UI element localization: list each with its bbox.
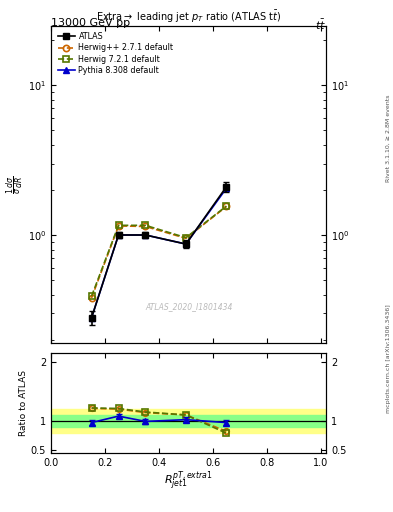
Bar — [51, 409, 326, 433]
Y-axis label: $\frac{1}{\sigma}\frac{d\sigma}{dR}$: $\frac{1}{\sigma}\frac{d\sigma}{dR}$ — [5, 175, 26, 194]
Text: $t\bar{t}$: $t\bar{t}$ — [315, 18, 326, 32]
Text: Rivet 3.1.10, ≥ 2.8M events: Rivet 3.1.10, ≥ 2.8M events — [386, 95, 391, 182]
X-axis label: $R_{jet1}^{pT,extra1}$: $R_{jet1}^{pT,extra1}$ — [164, 470, 213, 493]
Legend: ATLAS, Herwig++ 2.7.1 default, Herwig 7.2.1 default, Pythia 8.308 default: ATLAS, Herwig++ 2.7.1 default, Herwig 7.… — [55, 30, 176, 78]
Bar — [51, 415, 326, 426]
Title: Extra$\to$ leading jet $p_T$ ratio (ATLAS t$\bar{t}$): Extra$\to$ leading jet $p_T$ ratio (ATLA… — [96, 9, 281, 26]
Text: mcplots.cern.ch [arXiv:1306.3436]: mcplots.cern.ch [arXiv:1306.3436] — [386, 304, 391, 413]
Text: ATLAS_2020_I1801434: ATLAS_2020_I1801434 — [145, 302, 232, 311]
Text: 13000 GeV pp: 13000 GeV pp — [51, 18, 130, 28]
Y-axis label: Ratio to ATLAS: Ratio to ATLAS — [19, 370, 28, 436]
